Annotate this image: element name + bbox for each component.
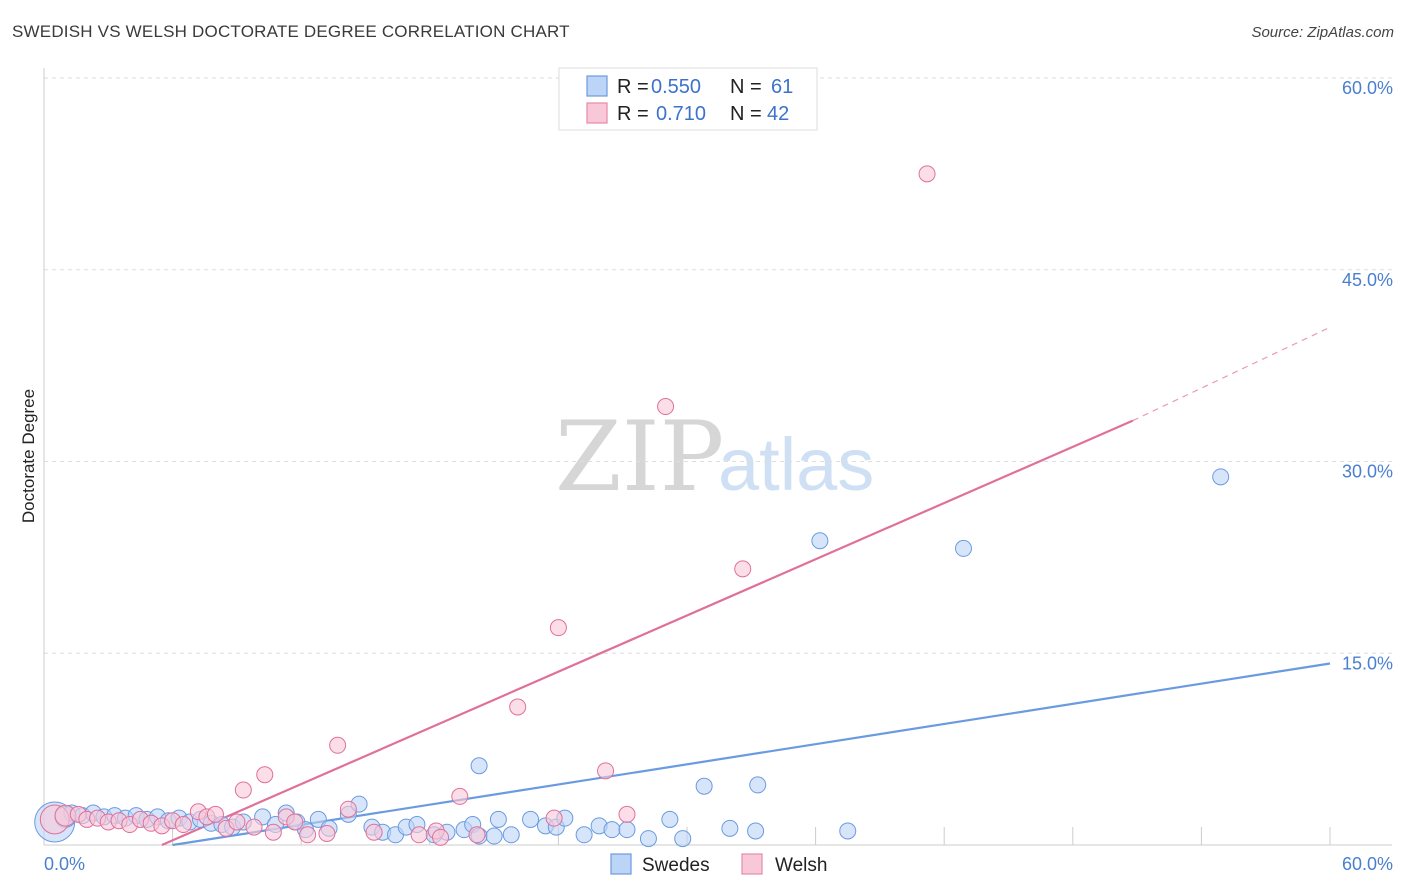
y-tick-label: 30.0% bbox=[1342, 462, 1393, 482]
y-tick-label: 60.0% bbox=[1342, 78, 1393, 98]
point-welsh bbox=[468, 826, 486, 844]
gridlines bbox=[44, 77, 1392, 654]
series-welsh bbox=[39, 165, 936, 846]
point-swedes bbox=[639, 830, 657, 848]
point-welsh bbox=[264, 823, 282, 841]
point-swedes bbox=[618, 821, 636, 839]
point-welsh bbox=[339, 800, 357, 818]
source-note: Source: ZipAtlas.com bbox=[1251, 24, 1394, 41]
legend-swatch-swedes bbox=[586, 75, 608, 97]
point-welsh bbox=[365, 823, 383, 841]
point-welsh bbox=[245, 818, 263, 836]
point-welsh bbox=[734, 560, 752, 578]
point-welsh bbox=[286, 813, 304, 831]
legend-n-value-swedes: 61 bbox=[771, 76, 793, 98]
point-welsh bbox=[618, 805, 636, 823]
bottom-legend: Swedes Welsh bbox=[610, 853, 827, 876]
x-tick-label: 0.0% bbox=[44, 854, 85, 874]
trendline-swedes bbox=[172, 662, 1331, 847]
bottom-legend-swatch-welsh bbox=[741, 853, 763, 875]
point-swedes bbox=[695, 777, 713, 795]
chart-title: SWEDISH VS WELSH DOCTORATE DEGREE CORREL… bbox=[12, 22, 570, 41]
point-swedes bbox=[747, 822, 765, 840]
point-swedes bbox=[661, 810, 679, 828]
point-welsh bbox=[545, 809, 563, 827]
point-welsh bbox=[206, 805, 224, 823]
axes: 15.0% 30.0% 45.0% 60.0% 0.0% 60.0% bbox=[43, 68, 1393, 874]
x-tick-label: 60.0% bbox=[1342, 854, 1393, 874]
point-welsh bbox=[509, 698, 527, 716]
legend-r-value-swedes: 0.550 bbox=[651, 76, 701, 98]
legend-swatch-welsh bbox=[586, 102, 608, 124]
point-swedes bbox=[1212, 468, 1230, 486]
series-swedes bbox=[34, 468, 1230, 848]
bottom-legend-swatch-swedes bbox=[610, 853, 632, 875]
point-welsh bbox=[451, 787, 469, 805]
point-welsh bbox=[256, 766, 274, 784]
legend-r-label-swedes: R = bbox=[617, 76, 649, 98]
point-swedes bbox=[749, 776, 767, 794]
point-welsh bbox=[329, 736, 347, 754]
point-swedes bbox=[485, 827, 503, 845]
y-tick-label: 45.0% bbox=[1342, 270, 1393, 290]
point-swedes bbox=[721, 819, 739, 837]
legend-n-label-welsh: N = bbox=[730, 103, 762, 125]
y-tick-label: 15.0% bbox=[1342, 653, 1393, 673]
point-welsh bbox=[432, 828, 450, 846]
point-welsh bbox=[299, 826, 317, 844]
point-welsh bbox=[234, 781, 252, 799]
data-points bbox=[34, 165, 1230, 848]
bottom-legend-label-welsh: Welsh bbox=[775, 855, 827, 876]
point-welsh bbox=[174, 816, 192, 834]
point-welsh bbox=[597, 762, 615, 780]
legend: R = 0.550 N = 61 R = 0.710 N = 42 bbox=[558, 67, 818, 131]
point-welsh bbox=[228, 813, 246, 831]
watermark-atlas: atlas bbox=[718, 423, 874, 506]
legend-n-value-welsh: 42 bbox=[767, 103, 789, 125]
point-swedes bbox=[603, 821, 621, 839]
point-swedes bbox=[489, 810, 507, 828]
point-welsh bbox=[318, 824, 336, 842]
trendline-welsh bbox=[161, 419, 1134, 847]
point-swedes bbox=[470, 757, 488, 775]
trendline-extension-welsh bbox=[1132, 326, 1331, 422]
point-welsh bbox=[410, 826, 428, 844]
legend-r-value-welsh: 0.710 bbox=[656, 103, 706, 125]
watermark-zip: ZIP bbox=[555, 401, 724, 513]
legend-n-label-swedes: N = bbox=[730, 76, 762, 98]
legend-r-label-welsh: R = bbox=[617, 103, 649, 125]
point-welsh bbox=[549, 619, 567, 637]
trendlines bbox=[161, 326, 1331, 847]
point-welsh bbox=[657, 398, 675, 416]
y-axis-label: Doctorate Degree bbox=[19, 389, 38, 523]
point-swedes bbox=[954, 539, 972, 557]
point-swedes bbox=[811, 532, 829, 550]
bottom-legend-label-swedes: Swedes bbox=[642, 855, 710, 876]
point-swedes bbox=[839, 822, 857, 840]
point-swedes bbox=[502, 826, 520, 844]
point-swedes bbox=[575, 826, 593, 844]
point-swedes bbox=[674, 830, 692, 848]
point-swedes bbox=[522, 810, 540, 828]
point-welsh bbox=[918, 165, 936, 183]
